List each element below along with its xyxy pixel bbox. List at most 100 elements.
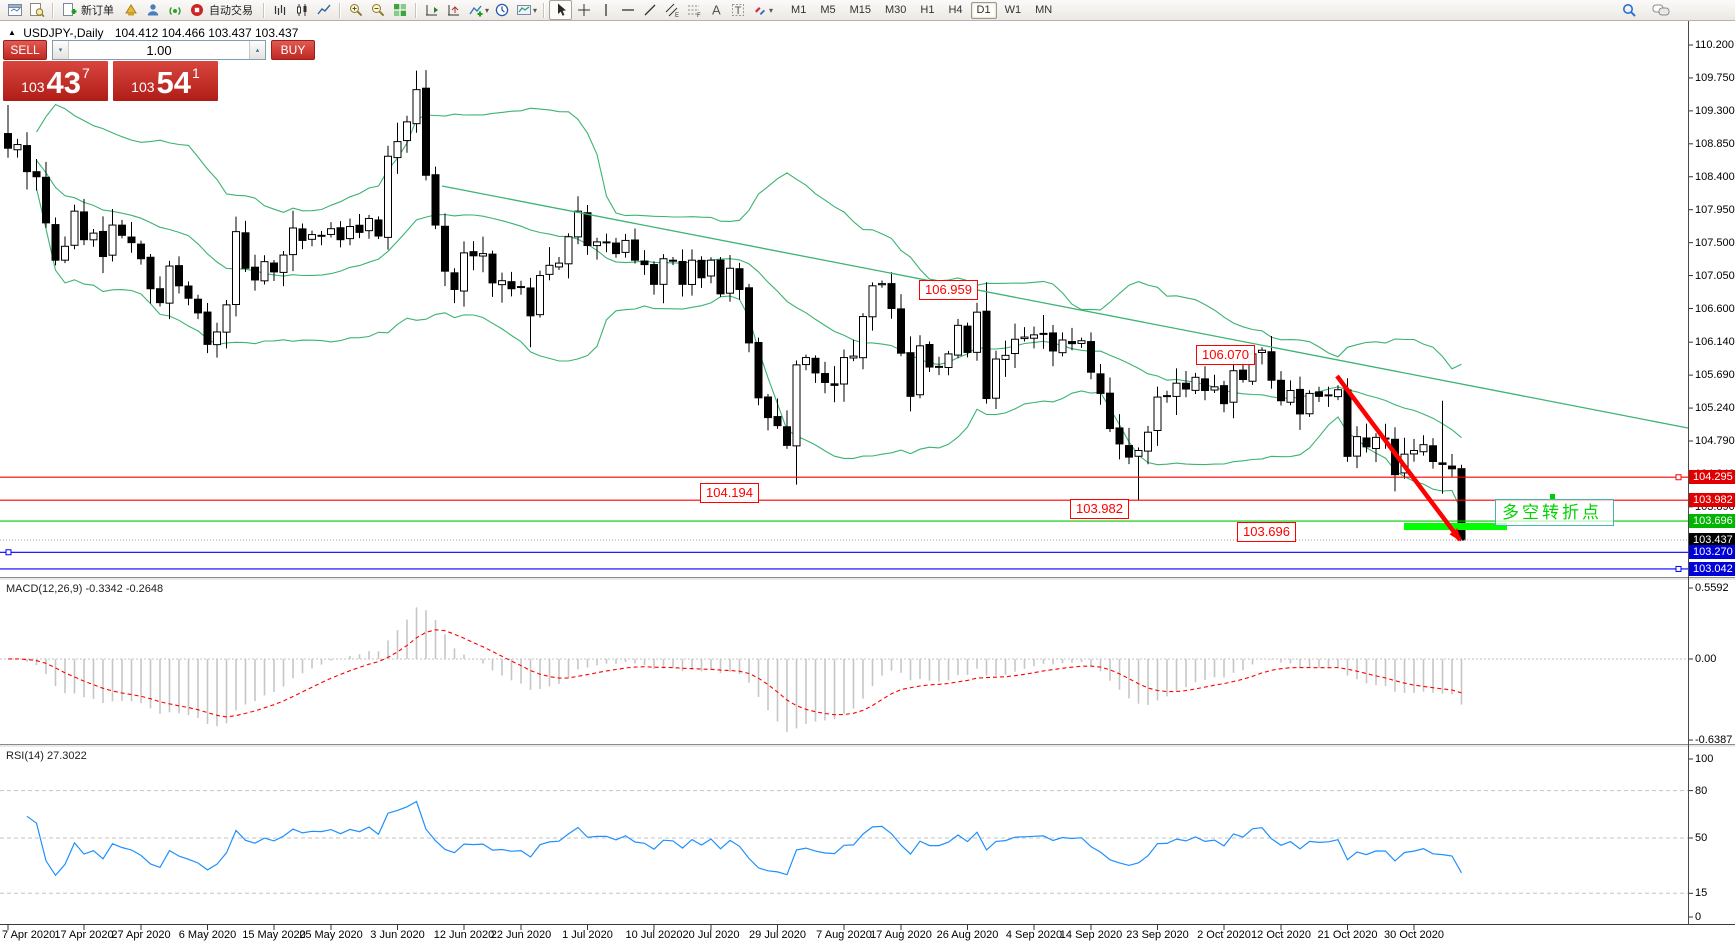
macd-pane[interactable]: [0, 607, 1688, 733]
signal-icon[interactable]: [164, 1, 185, 19]
timeframe-m5[interactable]: M5: [814, 2, 841, 19]
toolbar-separator: [52, 2, 53, 18]
price-scale-tick: 106.600: [1695, 302, 1735, 315]
price-scale-tick: 108.400: [1695, 170, 1735, 183]
candle: [640, 260, 649, 266]
price-annotation[interactable]: 106.959: [919, 280, 978, 300]
indicators-caret-icon[interactable]: [485, 6, 489, 15]
chat-icon[interactable]: [1650, 1, 1671, 19]
autotrading-label[interactable]: 自动交易: [209, 5, 253, 17]
timeframe-h1[interactable]: H1: [914, 2, 940, 19]
collapse-marker-icon[interactable]: ▲: [8, 28, 16, 37]
pane-separator-macd-rsi[interactable]: [0, 744, 1735, 748]
timeframe-m1[interactable]: M1: [785, 2, 812, 19]
fibonacci-tool-icon[interactable]: F: [683, 1, 704, 19]
timeframe-h4[interactable]: H4: [942, 2, 968, 19]
candle: [422, 87, 430, 176]
line-chart-icon[interactable]: [313, 1, 334, 19]
timeframe-group: M1 M5 M15 M30 H1 H4 D1 W1 MN: [785, 1, 1058, 19]
timeframe-m15[interactable]: M15: [844, 2, 877, 19]
candle: [441, 225, 449, 272]
new-order-label[interactable]: 新订单: [81, 5, 114, 17]
main-toolbar: 新订单 自动交易: [0, 0, 1735, 21]
bar-chart-icon[interactable]: [269, 1, 290, 19]
new-order-icon[interactable]: [58, 1, 79, 19]
price-annotation[interactable]: 106.070: [1196, 345, 1255, 365]
vertical-line-tool-icon[interactable]: [595, 1, 616, 19]
candle: [982, 310, 991, 400]
line-handle[interactable]: [5, 549, 12, 556]
timeframe-w1[interactable]: W1: [999, 2, 1028, 19]
rsi-value: 27.3022: [46, 750, 87, 762]
candle: [251, 266, 259, 281]
channel-tool-icon[interactable]: E: [661, 1, 682, 19]
candle: [346, 226, 354, 240]
price-scale-tick: 109.750: [1695, 71, 1735, 84]
price-annotation[interactable]: 104.194: [700, 483, 759, 503]
main-pane[interactable]: [4, 70, 1689, 541]
trendline-tool-icon[interactable]: [639, 1, 660, 19]
tile-windows-icon[interactable]: [389, 1, 410, 19]
pane-separator-main-macd[interactable]: [0, 577, 1735, 581]
text-tool-icon[interactable]: A: [705, 1, 726, 19]
timeframe-mn[interactable]: MN: [1029, 2, 1058, 19]
date-label: 12 Oct 2020: [1251, 929, 1311, 941]
candle: [1372, 436, 1380, 450]
volume-input[interactable]: [69, 41, 249, 59]
candle: [536, 275, 544, 316]
ask-price-point: 1: [192, 65, 200, 81]
candle: [450, 272, 459, 290]
search-symbol-icon[interactable]: [1618, 1, 1639, 19]
line-handle[interactable]: [1675, 565, 1682, 572]
volume-decrease-button[interactable]: ▾: [53, 41, 69, 59]
date-label: 26 Aug 2020: [936, 929, 999, 941]
turning-point-note[interactable]: 多空转折点: [1495, 499, 1614, 526]
timeframe-d1[interactable]: D1: [970, 1, 997, 19]
template-caret-icon[interactable]: [533, 6, 537, 15]
volume-increase-button[interactable]: ▴: [249, 41, 265, 59]
arrows-tool-icon[interactable]: [749, 1, 770, 19]
candle: [1020, 336, 1029, 340]
auto-scroll-icon[interactable]: [421, 1, 442, 19]
candle: [23, 145, 31, 173]
data-window-icon[interactable]: [26, 1, 47, 19]
candle: [583, 212, 592, 247]
toolbar-separator: [339, 2, 340, 18]
cursor-tool-icon[interactable]: [549, 0, 573, 20]
template-icon[interactable]: [513, 1, 534, 19]
date-label: 30 Oct 2020: [1384, 929, 1444, 941]
autotrading-icon[interactable]: [186, 1, 207, 19]
descending-trendline[interactable]: [441, 185, 1688, 429]
svg-text:F: F: [697, 13, 701, 18]
chart-shift-icon[interactable]: [443, 1, 464, 19]
candle: [1106, 392, 1114, 430]
styler-icon[interactable]: [120, 1, 141, 19]
timeframe-m30[interactable]: M30: [879, 2, 912, 19]
period-clock-icon[interactable]: [491, 1, 512, 19]
ask-price-box[interactable]: 103 54 1: [113, 61, 218, 101]
candlestick-chart-icon[interactable]: [291, 1, 312, 19]
buy-button[interactable]: BUY: [271, 40, 315, 60]
rsi-pane[interactable]: [0, 790, 1688, 894]
horizontal-line-tool-icon[interactable]: [617, 1, 638, 19]
price-annotation[interactable]: 103.982: [1070, 499, 1129, 519]
zoom-in-icon[interactable]: [345, 1, 366, 19]
price-annotation[interactable]: 103.696: [1237, 522, 1296, 542]
red-trendline[interactable]: [1335, 374, 1462, 542]
line-handle[interactable]: [1675, 474, 1682, 481]
profile-icon[interactable]: [142, 1, 163, 19]
chart-window-icon[interactable]: [4, 1, 25, 19]
price-tag: 104.295: [1689, 470, 1735, 485]
note-anchor-handle[interactable]: [1550, 494, 1555, 499]
crosshair-tool-icon[interactable]: [573, 1, 594, 19]
indicators-icon[interactable]: [465, 1, 486, 19]
turning-point-bar[interactable]: [1404, 523, 1507, 530]
candle: [108, 224, 117, 256]
candle: [517, 286, 525, 289]
text-label-tool-icon[interactable]: T: [727, 1, 748, 19]
zoom-out-icon[interactable]: [367, 1, 388, 19]
arrows-caret-icon[interactable]: [769, 6, 773, 15]
sell-button[interactable]: SELL: [3, 40, 47, 60]
bid-price-box[interactable]: 103 43 7: [3, 61, 108, 101]
